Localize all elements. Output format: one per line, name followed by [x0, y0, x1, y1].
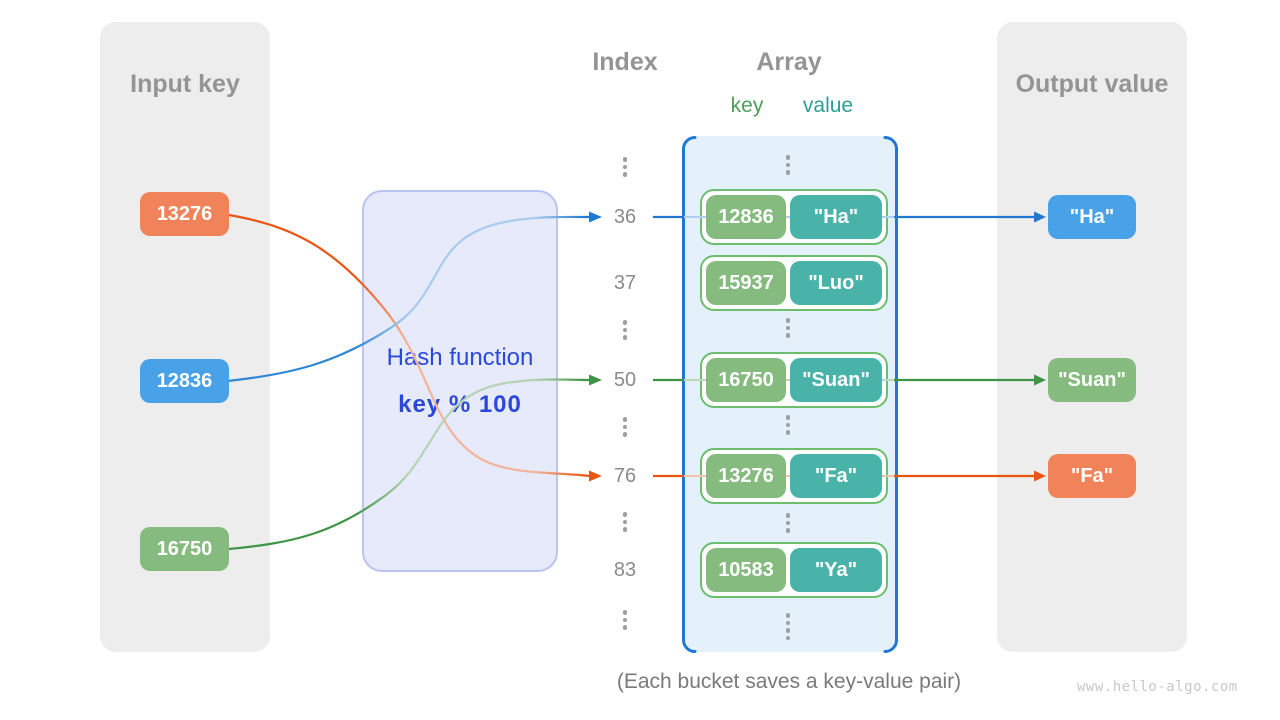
ellipsis-icon — [622, 320, 627, 340]
value-column-label: value — [802, 94, 854, 117]
ellipsis-icon — [785, 155, 790, 175]
input-panel-title: Input key — [130, 70, 240, 98]
ellipsis-icon — [785, 415, 790, 435]
bucket-row: 16750 "Suan" — [700, 352, 888, 408]
index-value: 83 — [613, 559, 637, 581]
index-column-title: Index — [592, 48, 658, 76]
bucket-value: "Ya" — [790, 548, 882, 592]
bucket-row: 12836 "Ha" — [700, 189, 888, 245]
ellipsis-icon — [785, 613, 790, 640]
hash-function-box — [362, 190, 558, 572]
bucket-key: 15937 — [706, 261, 786, 305]
website-watermark: www.hello-algo.com — [1077, 679, 1238, 695]
bucket-key: 10583 — [706, 548, 786, 592]
bucket-value: "Luo" — [790, 261, 882, 305]
input-key-box: 13276 — [140, 192, 229, 236]
hash-function-title: Hash function — [386, 344, 534, 371]
bucket-key: 13276 — [706, 454, 786, 498]
ellipsis-icon — [785, 513, 790, 533]
output-value-box: "Fa" — [1048, 454, 1136, 498]
hash-function-formula: key % 100 — [398, 391, 522, 418]
ellipsis-icon — [785, 318, 790, 338]
input-key-box: 12836 — [140, 359, 229, 403]
output-panel-title: Output value — [1015, 70, 1169, 98]
array-bracket-right — [883, 136, 898, 653]
diagram-caption: (Each bucket saves a key-value pair) — [616, 670, 962, 693]
key-column-label: key — [730, 94, 764, 117]
bucket-row: 10583 "Ya" — [700, 542, 888, 598]
ellipsis-icon — [622, 610, 627, 630]
bucket-key: 16750 — [706, 358, 786, 402]
index-value: 50 — [613, 369, 637, 391]
ellipsis-icon — [622, 417, 627, 437]
bucket-value: "Fa" — [790, 454, 882, 498]
output-value-box: "Suan" — [1048, 358, 1136, 402]
array-column-title: Array — [756, 48, 822, 76]
bucket-row: 15937 "Luo" — [700, 255, 888, 311]
ellipsis-icon — [622, 157, 627, 177]
bucket-key: 12836 — [706, 195, 786, 239]
index-value: 76 — [613, 465, 637, 487]
array-bracket-left — [682, 136, 697, 653]
index-value: 37 — [613, 272, 637, 294]
index-value: 36 — [613, 206, 637, 228]
ellipsis-icon — [622, 512, 627, 532]
bucket-row: 13276 "Fa" — [700, 448, 888, 504]
input-key-box: 16750 — [140, 527, 229, 571]
output-value-panel: Output value — [997, 22, 1187, 652]
bucket-value: "Ha" — [790, 195, 882, 239]
bucket-value: "Suan" — [790, 358, 882, 402]
output-value-box: "Ha" — [1048, 195, 1136, 239]
